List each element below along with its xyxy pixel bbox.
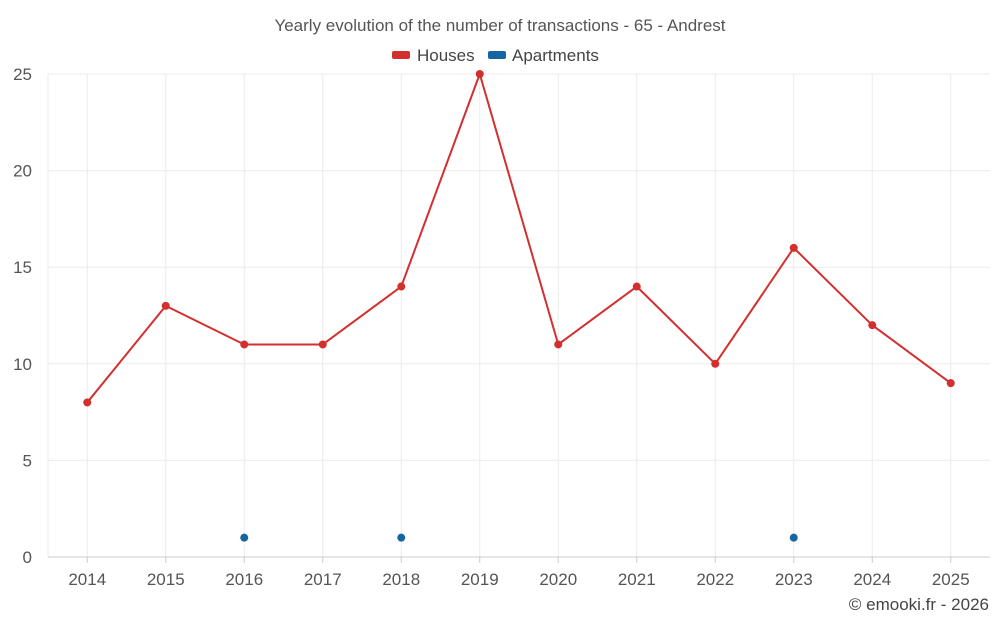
data-point-houses[interactable] — [632, 282, 641, 291]
data-point-houses[interactable] — [554, 340, 563, 349]
data-point-apartments[interactable] — [789, 533, 798, 542]
legend-item-apartments[interactable]: Apartments — [488, 46, 599, 65]
x-tick-label: 2025 — [932, 570, 970, 589]
x-tick-label: 2018 — [382, 570, 420, 589]
legend-label-apartments: Apartments — [512, 46, 599, 65]
x-tick-label: 2021 — [618, 570, 656, 589]
data-point-houses[interactable] — [711, 359, 720, 368]
data-point-houses[interactable] — [240, 340, 249, 349]
credit-text: © emooki.fr - 2026 — [849, 595, 989, 614]
series-houses — [83, 70, 955, 407]
y-tick-label: 15 — [13, 258, 32, 277]
gridlines — [48, 73, 990, 557]
y-tick-label: 25 — [13, 65, 32, 84]
y-tick-label: 20 — [13, 162, 32, 181]
legend[interactable]: Houses Apartments — [392, 46, 599, 65]
data-point-houses[interactable] — [318, 340, 327, 349]
legend-swatch-apartments — [488, 51, 506, 59]
data-point-houses[interactable] — [397, 282, 406, 291]
data-point-houses[interactable] — [475, 70, 484, 78]
data-point-apartments[interactable] — [397, 533, 406, 542]
x-tick-label: 2014 — [68, 570, 106, 589]
chart-title: Yearly evolution of the number of transa… — [274, 16, 725, 35]
legend-item-houses[interactable]: Houses — [392, 46, 475, 65]
data-point-houses[interactable] — [83, 398, 92, 407]
y-tick-label: 5 — [23, 451, 32, 470]
data-point-houses[interactable] — [161, 301, 170, 310]
x-tick-label: 2019 — [461, 570, 499, 589]
x-tick-label: 2024 — [853, 570, 891, 589]
data-point-houses[interactable] — [868, 321, 877, 330]
x-tick-label: 2023 — [775, 570, 813, 589]
x-tick-label: 2022 — [696, 570, 734, 589]
series-apartments — [240, 533, 798, 542]
legend-swatch-houses — [392, 51, 410, 59]
data-point-houses[interactable] — [946, 379, 955, 388]
x-tick-label: 2015 — [147, 570, 185, 589]
data-point-houses[interactable] — [789, 243, 798, 252]
data-point-apartments[interactable] — [240, 533, 249, 542]
series-layer — [83, 70, 955, 542]
x-tick-label: 2017 — [304, 570, 342, 589]
y-tick-label: 0 — [23, 548, 32, 567]
y-tick-label: 10 — [13, 355, 32, 374]
series-line-houses — [86, 73, 952, 404]
x-tick-label: 2020 — [539, 570, 577, 589]
legend-label-houses: Houses — [417, 46, 475, 65]
x-tick-label: 2016 — [225, 570, 263, 589]
